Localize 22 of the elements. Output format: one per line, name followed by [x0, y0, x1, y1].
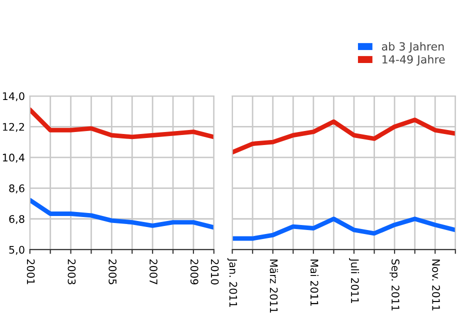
- line-series: [30, 107, 214, 140]
- x-tick-label: Jan. 2011: [227, 258, 238, 307]
- x-tick-label: März 2011: [270, 260, 278, 313]
- x-tick-label: Mai 2011: [310, 260, 318, 306]
- y-tick-label: 6,8: [9, 215, 24, 224]
- legend-label: 14-49 Jahre: [382, 54, 445, 66]
- legend-label: ab 3 Jahren: [382, 42, 444, 53]
- x-tick-label: 2010: [210, 259, 219, 284]
- x-tick-label: 2009: [190, 259, 198, 284]
- x-tick-label: 2003: [68, 259, 76, 284]
- x-tick-label: 2001: [26, 259, 35, 284]
- y-tick-label: 8,6: [9, 184, 24, 194]
- y-tick-label: 10,4: [2, 154, 24, 163]
- y-tick-label: 12,2: [2, 122, 24, 132]
- x-tick-label: 2005: [108, 259, 117, 284]
- x-tick-label: Sep. 2011: [390, 259, 400, 310]
- line-series: [30, 198, 214, 230]
- x-tick-label: 2007: [150, 259, 158, 284]
- x-tick-label: Juli 2011: [349, 258, 360, 303]
- x-tick-label: Nov. 2011: [432, 260, 440, 310]
- y-tick-label: 5,0: [9, 246, 24, 255]
- y-tick-label: 14,0: [2, 92, 24, 102]
